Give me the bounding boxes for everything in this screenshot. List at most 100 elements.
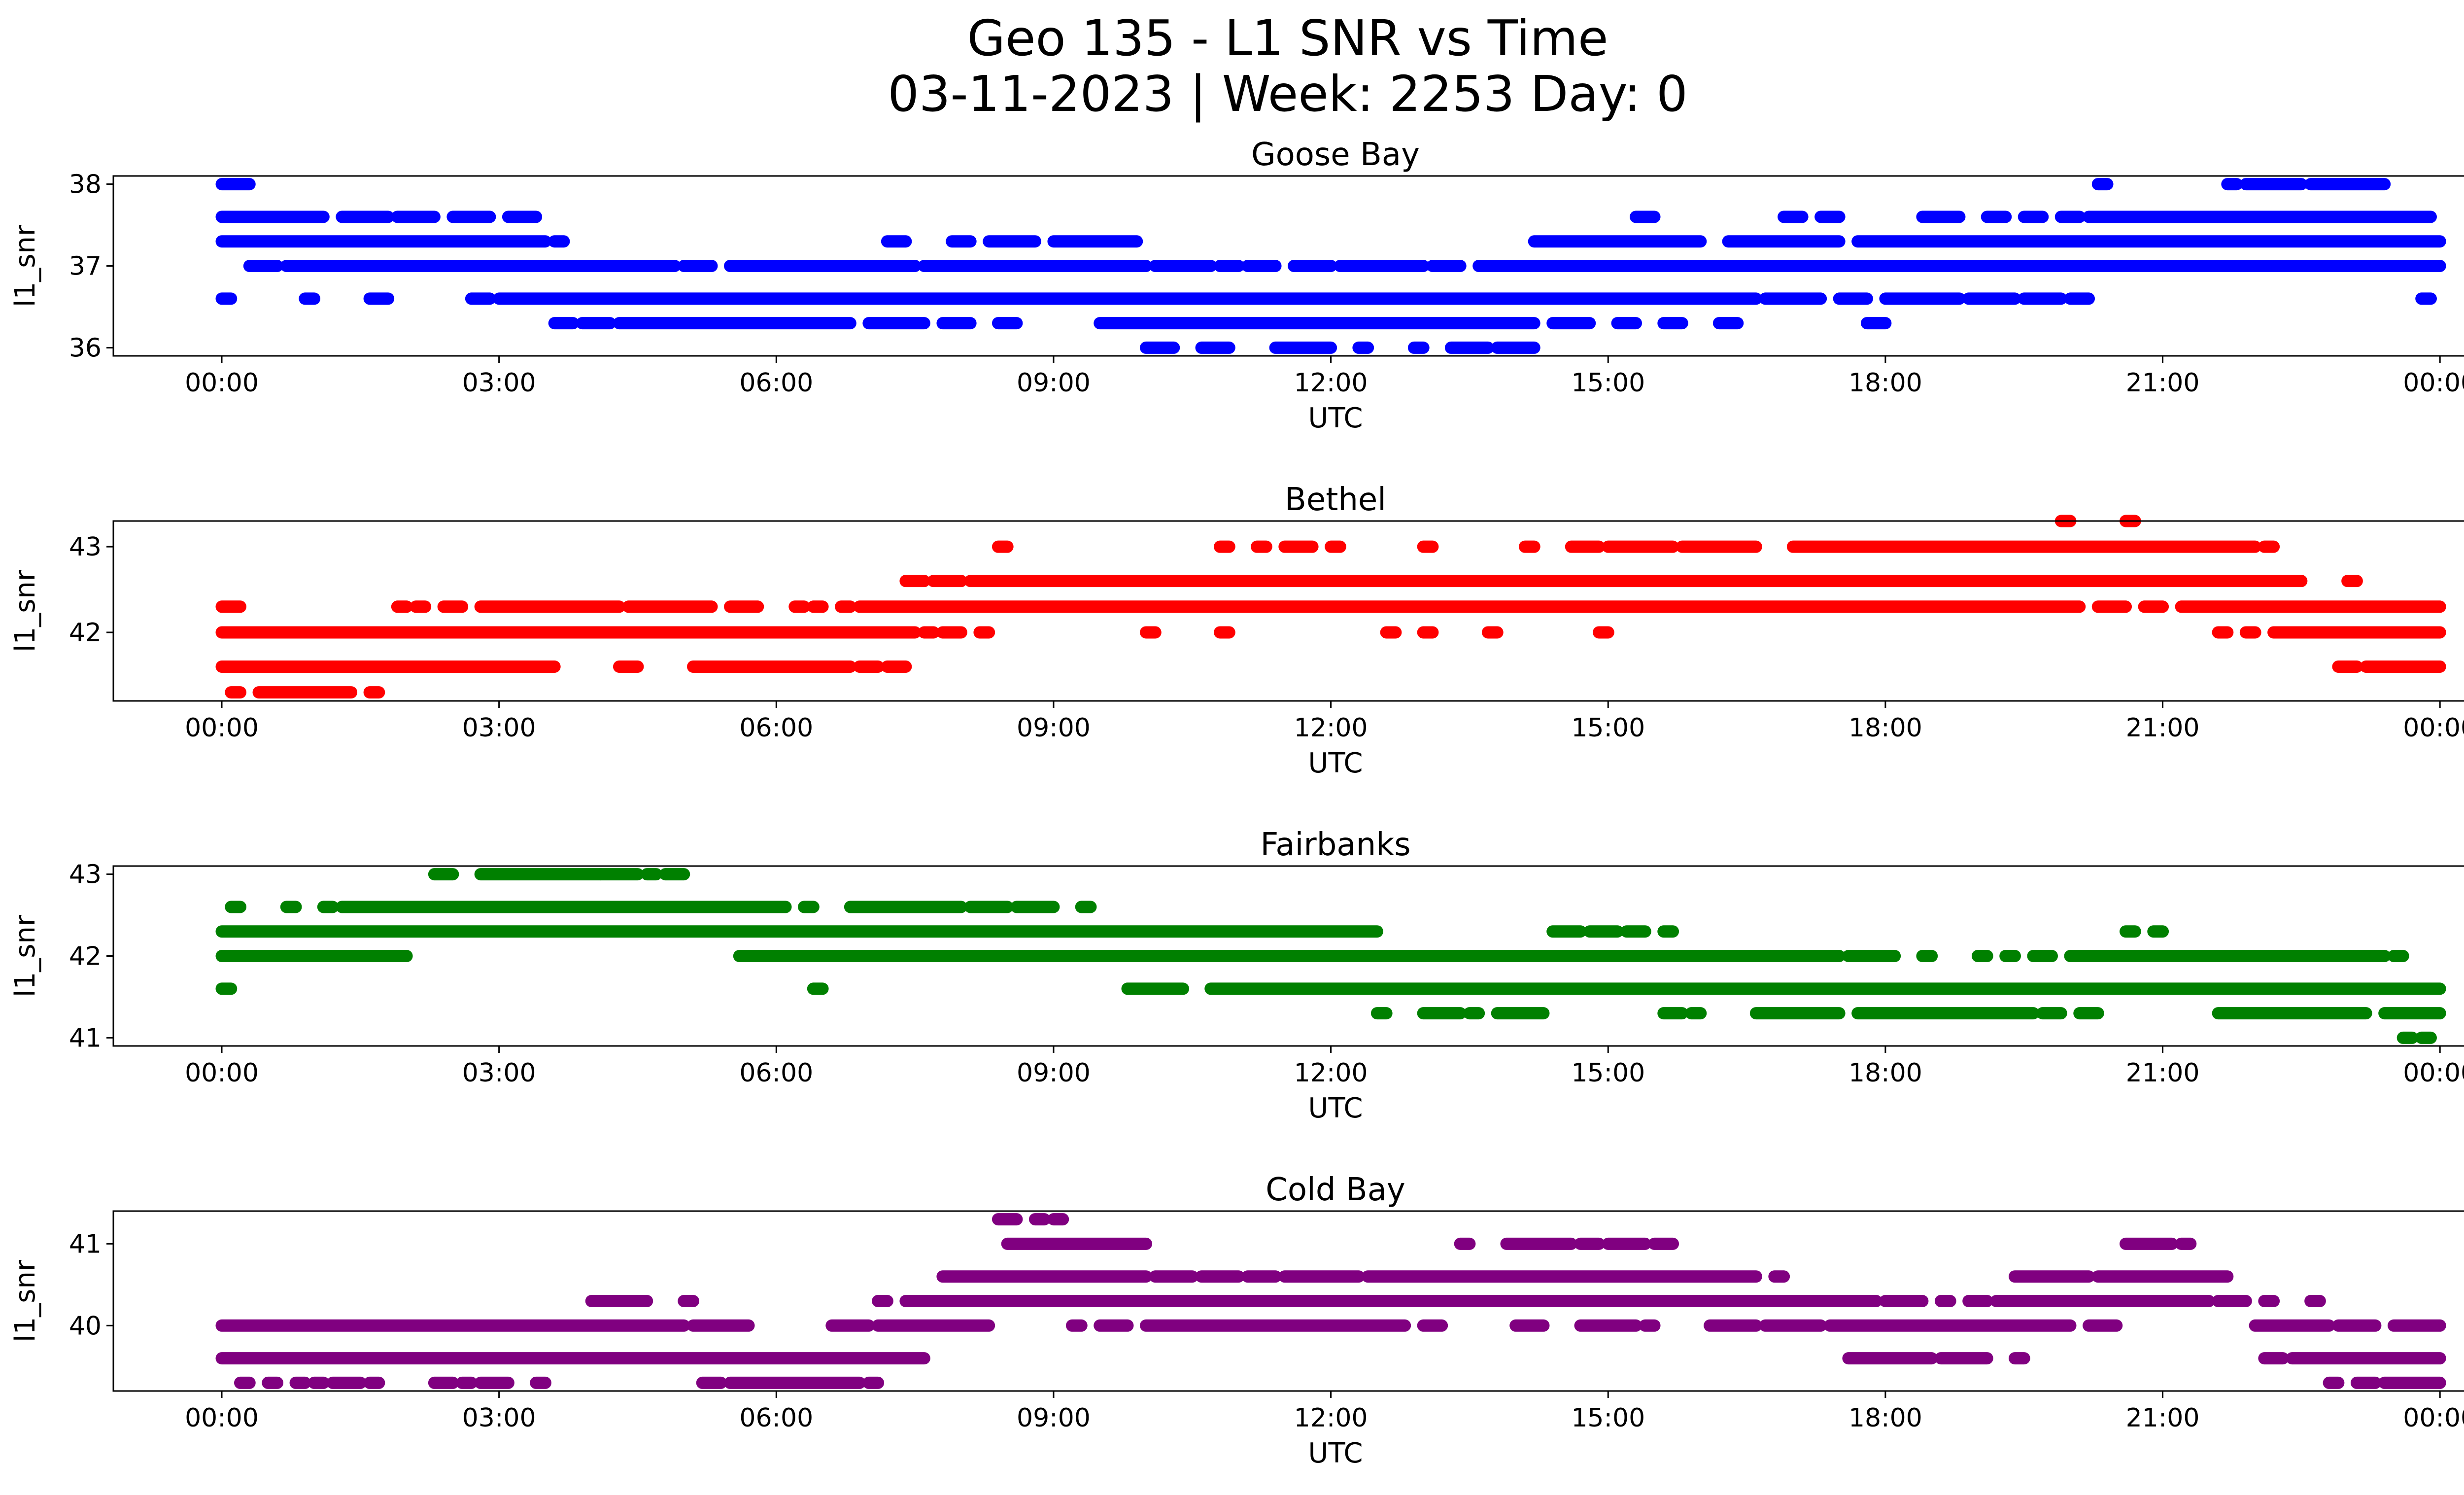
data-point-run	[1962, 1295, 1993, 1307]
data-point-run	[2120, 925, 2141, 938]
snr-level-41	[2396, 1031, 2437, 1044]
x-axis-label: UTC	[1308, 1092, 1363, 1124]
data-point-run	[308, 1376, 330, 1389]
y-axis-label: l1_snr	[9, 569, 41, 652]
data-point-run	[1749, 1007, 1846, 1020]
data-point-run	[1491, 341, 1540, 354]
scatter-series	[215, 868, 2446, 1044]
data-point-run	[1639, 1319, 1661, 1332]
data-point-run	[872, 1295, 893, 1307]
y-tick-label: 40	[69, 1311, 102, 1341]
data-point-run	[1879, 1295, 1929, 1307]
data-point-run	[724, 600, 764, 613]
data-point-run	[2221, 178, 2243, 191]
x-tick-label: 03:00	[462, 1058, 536, 1088]
data-point-run	[2008, 1352, 2030, 1365]
data-point-run	[2083, 210, 2437, 223]
data-point-run	[1786, 540, 2261, 553]
data-point-run	[2387, 950, 2409, 962]
data-point-run	[1149, 1270, 1198, 1283]
data-point-run	[336, 901, 792, 913]
data-point-run	[1518, 540, 1540, 553]
data-point-run	[1546, 317, 1596, 330]
snr-level-39-6	[215, 1352, 2446, 1365]
x-tick-label: 00:00	[2403, 713, 2464, 743]
x-tick-label: 15:00	[1571, 368, 1645, 398]
data-point-run	[613, 660, 644, 673]
data-point-run	[1269, 341, 1337, 354]
data-point-run	[862, 317, 930, 330]
data-point-run	[1214, 540, 1235, 553]
data-point-run	[1934, 1352, 1993, 1365]
data-point-run	[2175, 1237, 2197, 1250]
data-point-run	[1417, 1319, 1448, 1332]
figure-subtitle: 03-11-2023 | Week: 2253 Day: 0	[888, 65, 1687, 123]
data-point-run	[1611, 317, 1643, 330]
data-point-run	[1195, 1270, 1245, 1283]
data-point-run	[1334, 260, 1430, 272]
snr-level-42	[215, 626, 2446, 639]
x-axis-label: UTC	[1308, 1437, 1363, 1469]
data-point-run	[825, 1319, 875, 1332]
data-point-run	[1278, 1270, 1365, 1283]
y-tick-label: 37	[69, 252, 102, 281]
data-point-run	[1121, 982, 1190, 995]
snr-level-42-6	[899, 575, 2363, 588]
x-tick-label: 00:00	[185, 713, 259, 743]
snr-level-41-6	[215, 660, 2446, 673]
data-point-run	[474, 600, 625, 613]
data-point-run	[2036, 1007, 2067, 1020]
snr-level-37-3	[215, 235, 2446, 248]
data-point-run	[1602, 540, 1679, 553]
data-point-run	[225, 901, 247, 913]
data-point-run	[2054, 210, 2086, 223]
snr-level-43	[428, 868, 690, 881]
scatter-series	[215, 1213, 2446, 1389]
data-point-run	[548, 317, 580, 330]
data-point-run	[576, 317, 616, 330]
data-point-run	[918, 260, 1152, 272]
data-point-run	[1370, 1007, 1393, 1020]
data-point-run	[2064, 950, 2391, 962]
snr-level-37	[243, 260, 2446, 272]
data-point-run	[1833, 292, 1873, 305]
data-point-run	[1481, 626, 1504, 639]
x-tick-label: 21:00	[2126, 1058, 2200, 1088]
snr-level-41-3	[992, 1213, 1069, 1226]
data-point-run	[215, 1352, 930, 1365]
data-point-run	[1417, 540, 1439, 553]
data-point-run	[474, 868, 607, 881]
data-point-run	[1971, 950, 1993, 962]
data-point-run	[936, 626, 967, 639]
data-point-run	[1676, 540, 1762, 553]
y-tick-label: 42	[69, 942, 102, 972]
x-tick-label: 00:00	[2403, 368, 2464, 398]
x-tick-label: 00:00	[185, 1403, 259, 1433]
data-point-run	[641, 868, 662, 881]
data-point-run	[2332, 660, 2363, 673]
data-point-run	[2008, 1270, 2095, 1283]
y-tick-label: 41	[69, 1229, 102, 1259]
y-tick-label: 41	[69, 1023, 102, 1053]
data-point-run	[927, 575, 967, 588]
data-point-run	[1094, 317, 1540, 330]
data-point-run	[2018, 292, 2067, 305]
data-point-run	[1472, 260, 2446, 272]
data-point-run	[1704, 1319, 1762, 1332]
data-point-run	[2304, 1295, 2326, 1307]
data-point-run	[992, 1213, 1023, 1226]
x-tick-label: 03:00	[462, 368, 536, 398]
data-point-run	[899, 575, 930, 588]
x-tick-label: 09:00	[1017, 368, 1091, 398]
data-point-run	[724, 1376, 866, 1389]
data-point-run	[1463, 1007, 1485, 1020]
data-point-run	[1583, 925, 1624, 938]
data-point-run	[613, 317, 856, 330]
subplot-title: Goose Bay	[1251, 137, 1420, 173]
data-point-run	[853, 660, 885, 673]
data-point-run	[733, 950, 1846, 962]
data-point-run	[1444, 341, 1494, 354]
data-point-run	[391, 600, 413, 613]
subplot-fairbanks: Fairbanks 00:00 03:00 06:00 09:00 12:00 15:00 1…	[9, 827, 2464, 1124]
data-point-run	[1417, 626, 1439, 639]
